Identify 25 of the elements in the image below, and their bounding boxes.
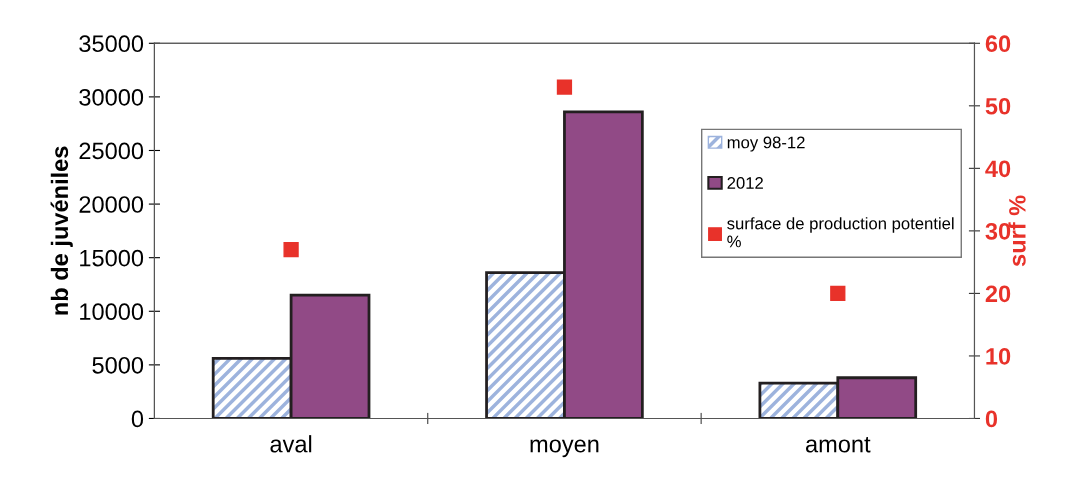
legend-label: surface de production potentiel % <box>727 217 954 248</box>
point <box>556 79 573 95</box>
y2-tick-label: 60 <box>985 35 1011 53</box>
y2-tick-label: 50 <box>985 97 1011 115</box>
legend-label: 2012 <box>727 177 763 189</box>
y-tick-label: 5000 <box>92 356 144 374</box>
y2-tick-label: 10 <box>986 348 1011 365</box>
y-tick-label: 0 <box>131 410 144 428</box>
y-tick-label: 10000 <box>80 303 144 321</box>
y-tick-label: 35000 <box>79 35 144 53</box>
y-tick-label: 20000 <box>79 196 144 213</box>
y-axis-title: nb de juvéniles <box>50 146 73 315</box>
x-tick-label: moyen <box>530 439 599 458</box>
y-tick-label: 25000 <box>79 142 144 160</box>
legend-label: moy 98-12 <box>727 136 805 152</box>
y2-tick-label: 0 <box>985 410 998 428</box>
point <box>830 285 846 302</box>
x-tick-label: aval <box>270 435 312 453</box>
y2-tick-label: 40 <box>985 160 1011 178</box>
y2-axis-title: surf % <box>1008 195 1026 267</box>
point <box>283 241 299 258</box>
y2-tick-label: 20 <box>985 285 1011 303</box>
y-tick-label: 15000 <box>80 249 144 267</box>
x-tick-label: amont <box>806 436 871 453</box>
y-tick-label: 30000 <box>79 88 144 106</box>
